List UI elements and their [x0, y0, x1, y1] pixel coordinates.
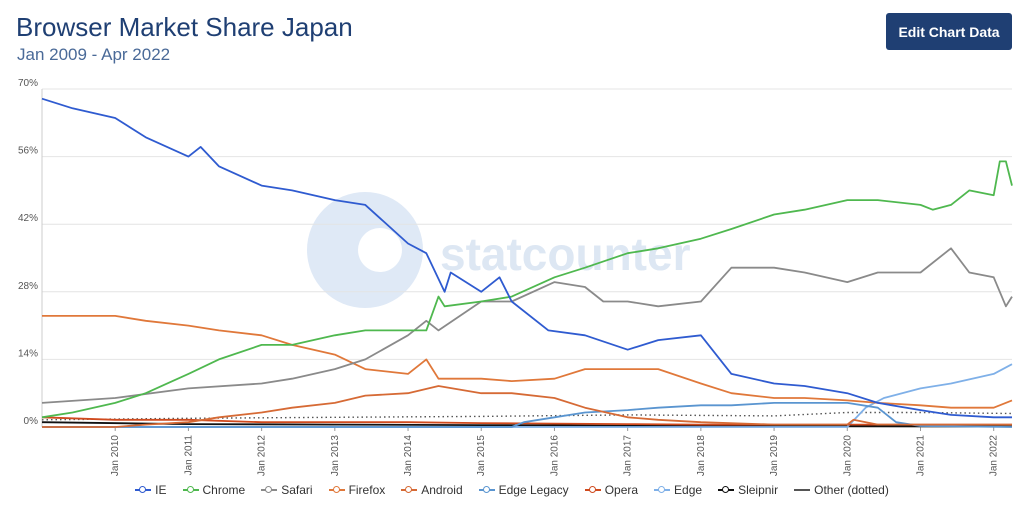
legend-item-edge-legacy[interactable]: Edge Legacy: [478, 483, 569, 497]
legend-item-sleipnir[interactable]: Sleipnir: [718, 483, 778, 497]
legend-swatch: [328, 484, 345, 496]
statcounter-watermark: statcounter: [307, 192, 691, 308]
series-line-safari: [41, 247, 1013, 404]
legend-swatch: [261, 484, 278, 496]
legend-swatch: [478, 484, 495, 496]
legend-item-safari[interactable]: Safari: [261, 483, 313, 497]
x-tick-label: Jan 2021: [915, 435, 926, 477]
x-tick-label: Jan 2018: [696, 435, 707, 477]
series-line-firefox: [42, 314, 1013, 409]
x-tick-label: Jan 2019: [769, 435, 780, 477]
legend-swatch: [794, 484, 811, 496]
watermark-logo-hole: [358, 228, 402, 272]
series-line-sleipnir: [41, 421, 1013, 428]
y-tick-label: 14%: [18, 348, 38, 359]
x-axis: Jan 2010 Jan 2011 Jan 2012 Jan 2013 Jan 2014…: [110, 427, 1000, 477]
series-line-other-dotted: [41, 411, 1013, 421]
legend-label: Android: [421, 483, 463, 497]
x-tick-label: Jan 2017: [623, 435, 634, 477]
page-subtitle: Jan 2009 - Apr 2022: [17, 45, 171, 64]
page-title: Browser Market Share Japan: [16, 12, 353, 42]
legend-label: Chrome: [202, 483, 246, 497]
x-tick-label: Jan 2010: [110, 435, 121, 477]
legend-label: Edge Legacy: [498, 483, 569, 497]
series-line-ie: [41, 97, 1012, 419]
y-tick-label: 70%: [18, 78, 38, 89]
legend-label: Sleipnir: [738, 483, 779, 497]
legend-item-edge[interactable]: Edge: [654, 483, 702, 497]
legend-label: Edge: [674, 483, 703, 497]
x-tick-label: Jan 2013: [330, 435, 341, 477]
legend-item-ie[interactable]: IE: [135, 483, 167, 497]
legend-item-opera[interactable]: Opera: [584, 483, 639, 497]
legend-item-other-dotted[interactable]: Other (dotted): [794, 483, 889, 497]
x-tick-label: Jan 2016: [549, 435, 560, 477]
series-line-android: [42, 385, 1012, 428]
legend-swatch: [718, 484, 735, 496]
legend-swatch: [401, 484, 418, 496]
legend-item-android[interactable]: Android: [401, 483, 463, 497]
series-line-edge-legacy: [42, 401, 1013, 428]
series-line-chrome: [41, 160, 1013, 419]
y-tick-label: 0%: [24, 416, 39, 427]
x-tick-label: Jan 2022: [989, 435, 1000, 477]
legend-label: Safari: [281, 483, 313, 497]
edit-chart-data-button[interactable]: Edit Chart Data: [886, 13, 1012, 50]
y-axis: 0% 14% 28% 42% 56% 70%: [18, 78, 38, 427]
chart-legend: IE Chrome Safari Firefox Android Edge Legacy O…: [0, 483, 1024, 497]
legend-label: Firefox: [348, 483, 386, 497]
legend-swatch: [654, 484, 671, 496]
y-tick-label: 42%: [18, 213, 38, 224]
legend-swatch: [584, 484, 601, 496]
y-tick-label: 56%: [18, 146, 38, 157]
watermark-text: statcounter: [440, 228, 691, 280]
legend-swatch: [182, 484, 199, 496]
x-tick-label: Jan 2014: [403, 435, 414, 477]
legend-item-chrome[interactable]: Chrome: [182, 483, 246, 497]
legend-item-firefox[interactable]: Firefox: [328, 483, 386, 497]
chart-series: [41, 97, 1013, 428]
legend-label: Other (dotted): [814, 483, 889, 497]
line-chart: statcounter 0%14%28%42%56%70% Jan 2010 Ja…: [18, 78, 1013, 477]
legend-label: IE: [155, 483, 167, 497]
legend-label: Opera: [604, 483, 639, 497]
x-tick-label: Jan 2011: [183, 435, 194, 476]
y-tick-label: 28%: [18, 281, 38, 292]
x-tick-label: Jan 2020: [842, 435, 853, 477]
x-tick-label: Jan 2015: [476, 435, 487, 477]
legend-swatch: [135, 484, 152, 496]
x-tick-label: Jan 2012: [257, 435, 268, 477]
